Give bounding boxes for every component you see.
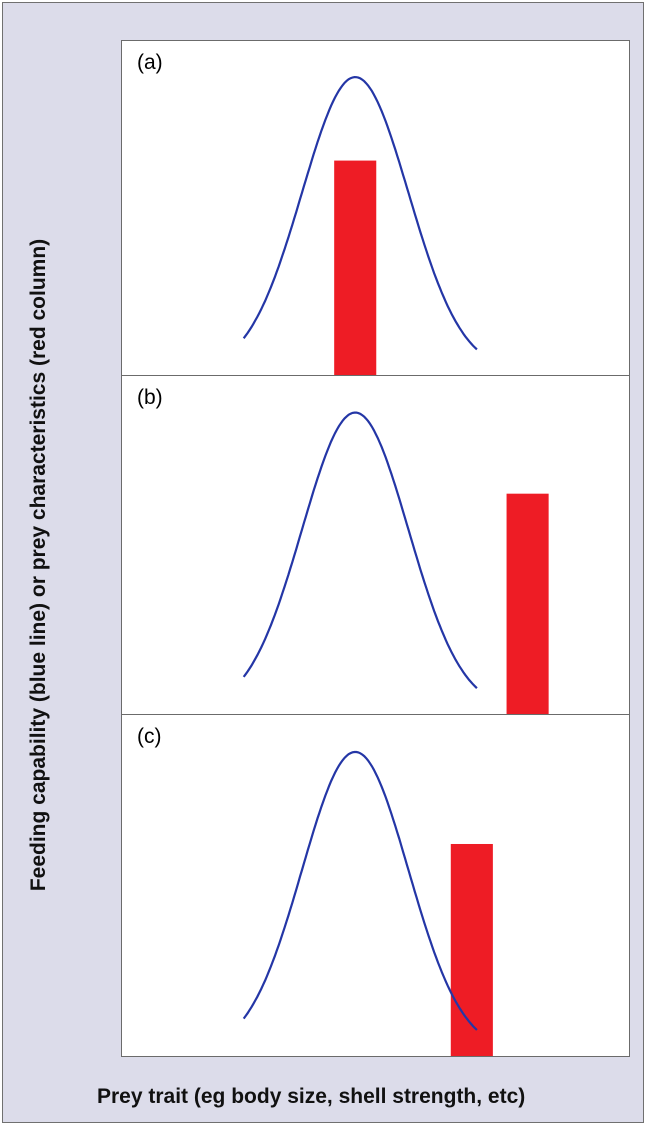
prey-column xyxy=(450,843,493,1056)
panel-c-plot xyxy=(242,750,493,1056)
prey-column xyxy=(334,160,377,375)
panel-b: (b) xyxy=(121,375,630,715)
feeding-capability-curve xyxy=(242,750,478,1031)
prey-column xyxy=(506,493,549,714)
y-axis-label-text: Feeding capability (blue line) or prey c… xyxy=(27,238,50,892)
feeding-capability-curve xyxy=(242,411,478,689)
panel-b-plot xyxy=(242,411,549,714)
panel-c: (c) xyxy=(121,714,630,1057)
panel-a-label: (a) xyxy=(137,51,163,74)
x-axis-label: Prey trait (eg body size, shell strength… xyxy=(97,1085,526,1108)
feeding-capability-curve xyxy=(242,75,478,351)
panel-a: (a) xyxy=(121,40,630,376)
panel-a-plot xyxy=(242,75,478,375)
panel-b-label: (b) xyxy=(137,386,163,409)
panel-c-label: (c) xyxy=(137,725,162,748)
